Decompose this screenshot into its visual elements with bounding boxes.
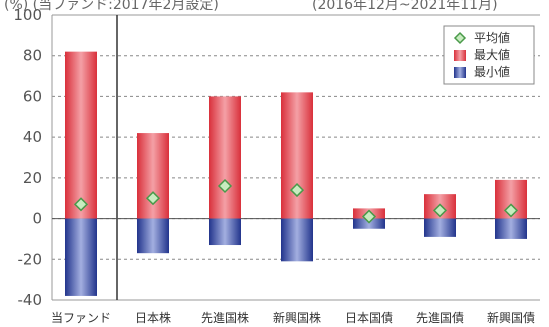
category-label: 先進国株 (201, 310, 249, 325)
y-tick-label: -20 (18, 250, 43, 268)
bar-min (281, 218, 313, 262)
legend-label: 平均値 (474, 30, 510, 45)
average-marker (503, 203, 519, 218)
average-marker (217, 178, 233, 194)
y-tick-label: 40 (23, 128, 42, 146)
bar-min (65, 218, 97, 296)
y-tick-label: 80 (23, 47, 42, 65)
legend-label: 最大値 (474, 47, 510, 62)
average-marker (73, 197, 89, 212)
y-tick-label: 0 (32, 210, 42, 228)
category-label: 日本株 (135, 310, 171, 325)
category-label: 当ファンド (51, 311, 111, 325)
y-tick-label: 100 (13, 6, 42, 24)
average-marker (145, 191, 161, 206)
bar-min (424, 218, 456, 237)
header-right: (2016年12月~2021年11月) (312, 0, 498, 13)
category-label: 先進国債 (416, 310, 464, 325)
legend-min-swatch (454, 67, 466, 78)
bar-max (137, 133, 169, 219)
average-marker (432, 203, 448, 218)
average-marker (289, 183, 305, 198)
legend-average-swatch (453, 31, 467, 45)
category-label: 新興国債 (487, 310, 535, 325)
y-tick-label: 60 (23, 87, 42, 105)
average-marker (361, 209, 377, 224)
bar-max (281, 92, 313, 219)
bar-min (209, 218, 241, 246)
bar-min (495, 218, 527, 239)
y-tick-label: -40 (18, 291, 43, 309)
header-left: (%) (当ファンド:2017年2月設定) (4, 0, 219, 13)
y-tick-label: 20 (23, 169, 42, 187)
legend-label: 最小値 (474, 64, 510, 79)
category-label: 日本国債 (345, 310, 393, 325)
bar-min (137, 218, 169, 254)
bar-min (353, 218, 385, 229)
category-label: 新興国株 (273, 310, 321, 325)
legend-max-swatch (454, 50, 466, 61)
bar-max (209, 96, 241, 219)
bar-max (65, 51, 97, 219)
